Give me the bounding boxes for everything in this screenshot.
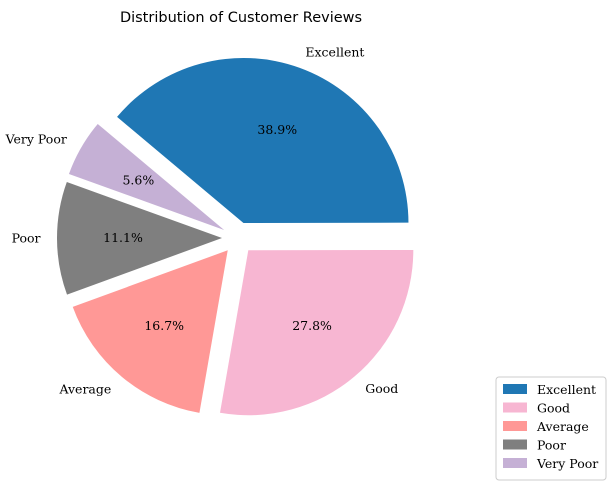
pie-labels: Excellent 38.9% Good 27.8% Average 16.7% Poor 1… — [5, 44, 399, 396]
slice-label-very-poor: Very Poor — [5, 131, 67, 146]
legend-swatch-poor — [503, 439, 527, 450]
legend-label-very-poor: Very Poor — [536, 456, 598, 471]
slice-label-excellent: Excellent — [305, 44, 364, 59]
slice-percent-very-poor: 5.6% — [122, 173, 154, 188]
legend-label-good: Good — [537, 401, 570, 416]
pie-slice-excellent — [117, 57, 409, 223]
legend-label-excellent: Excellent — [537, 382, 596, 397]
slice-label-poor: Poor — [12, 230, 41, 245]
legend-swatch-average — [503, 421, 527, 431]
legend-swatch-good — [503, 402, 527, 413]
slice-percent-average: 16.7% — [144, 318, 184, 333]
legend-swatch-very-poor — [503, 458, 527, 468]
slice-percent-poor: 11.1% — [103, 230, 143, 245]
pie-slice-good — [219, 249, 414, 416]
legend-label-average: Average — [536, 419, 589, 434]
slice-label-good: Good — [365, 381, 398, 396]
chart-title: Distribution of Customer Reviews — [120, 10, 362, 26]
legend-swatch-excellent — [503, 384, 527, 394]
slice-percent-excellent: 38.9% — [257, 122, 297, 137]
pie-slice-poor — [57, 181, 223, 295]
slice-label-average: Average — [58, 381, 111, 396]
legend-label-poor: Poor — [537, 438, 566, 453]
pie-slices — [57, 57, 414, 416]
pie-slice-very-poor — [68, 123, 225, 231]
slice-percent-good: 27.8% — [292, 318, 332, 333]
legend: Excellent Good Average Poor Very Poor — [495, 376, 607, 481]
pie-slice-average — [72, 250, 228, 413]
